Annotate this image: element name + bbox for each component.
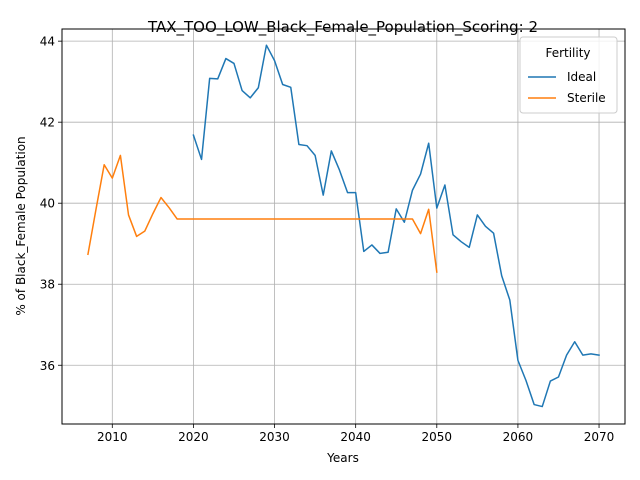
y-tick-label: 42 [40, 116, 55, 130]
legend-box [519, 36, 618, 114]
x-tick-label: 2060 [503, 430, 534, 444]
y-tick-label: 40 [40, 197, 55, 211]
x-tick-label: 2020 [178, 430, 209, 444]
y-axis-label: % of Black_Female Population [14, 136, 28, 315]
x-axis-label: Years [326, 451, 359, 465]
legend-label-ideal: Ideal [567, 70, 596, 84]
x-tick-label: 2040 [340, 430, 371, 444]
series-line-ideal [192, 44, 600, 408]
series-layer [87, 44, 600, 408]
grid-lines [62, 29, 625, 424]
y-tick-label: 44 [40, 35, 55, 49]
axis-ticks: 2010 2020 2030 2040 2050 2060 2070 36 38 40 42 44 [40, 35, 615, 444]
legend-label-sterile: Sterile [567, 91, 606, 105]
plot-area-frame [61, 28, 626, 425]
chart-title: TAX_TOO_LOW_Black_Female_Population_Scor… [147, 18, 538, 37]
series-line-sterile [87, 154, 438, 273]
y-tick-label: 38 [40, 278, 55, 292]
legend-title: Fertility [545, 46, 590, 60]
y-tick-label: 36 [40, 359, 55, 373]
x-tick-label: 2030 [259, 430, 290, 444]
x-tick-label: 2070 [584, 430, 615, 444]
x-tick-label: 2050 [422, 430, 453, 444]
legend: Fertility Ideal Sterile [519, 36, 618, 114]
x-tick-label: 2010 [97, 430, 128, 444]
